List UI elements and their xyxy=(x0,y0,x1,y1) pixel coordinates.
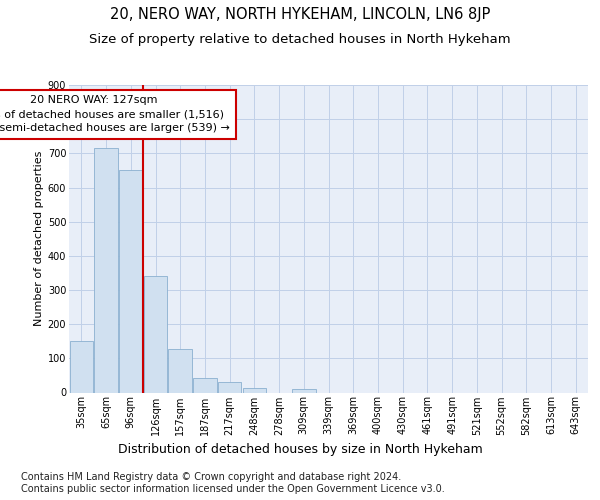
Y-axis label: Number of detached properties: Number of detached properties xyxy=(34,151,44,326)
Text: Contains public sector information licensed under the Open Government Licence v3: Contains public sector information licen… xyxy=(21,484,445,494)
Text: Contains HM Land Registry data © Crown copyright and database right 2024.: Contains HM Land Registry data © Crown c… xyxy=(21,472,401,482)
Bar xyxy=(218,382,241,392)
Bar xyxy=(169,349,192,393)
Bar xyxy=(193,378,217,392)
Text: 20, NERO WAY, NORTH HYKEHAM, LINCOLN, LN6 8JP: 20, NERO WAY, NORTH HYKEHAM, LINCOLN, LN… xyxy=(110,8,490,22)
Text: Size of property relative to detached houses in North Hykeham: Size of property relative to detached ho… xyxy=(89,32,511,46)
Bar xyxy=(144,276,167,392)
Bar xyxy=(70,341,93,392)
Bar xyxy=(242,388,266,392)
Bar xyxy=(119,170,143,392)
Bar xyxy=(94,148,118,392)
Text: Distribution of detached houses by size in North Hykeham: Distribution of detached houses by size … xyxy=(118,442,482,456)
Bar xyxy=(292,389,316,392)
Text: 20 NERO WAY: 127sqm
← 74% of detached houses are smaller (1,516)
26% of semi-det: 20 NERO WAY: 127sqm ← 74% of detached ho… xyxy=(0,95,230,133)
